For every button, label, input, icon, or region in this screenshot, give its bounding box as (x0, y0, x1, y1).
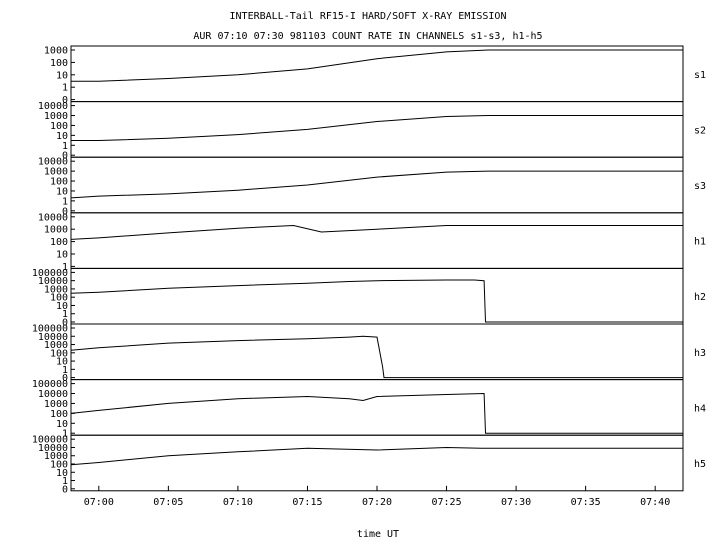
y-tick-label: 1000 (44, 111, 68, 122)
y-tick-label: 1 (62, 309, 68, 320)
channel-label-s2: s2 (694, 125, 706, 136)
y-tick-label: 10 (56, 468, 68, 479)
y-tick-label: 10000 (38, 443, 68, 454)
series-line-h3 (70, 335, 683, 379)
y-tick-label: 1000 (44, 225, 68, 236)
panel-frame-s3 (70, 156, 684, 214)
y-tick-label: 1000 (44, 167, 68, 178)
y-tick-label: 1 (62, 196, 68, 207)
y-tick-label: 100000 (32, 379, 68, 390)
y-tick-label: 10 (56, 70, 68, 81)
y-tick-label: 10 (56, 250, 68, 261)
y-tick-label: 1 (62, 83, 68, 94)
y-tick-label: 100 (50, 58, 68, 69)
series-line-h1 (70, 224, 683, 240)
x-tick-label: 07:35 (571, 497, 601, 508)
y-tick-label: 1 (62, 262, 68, 273)
y-tick-label: 0 (62, 318, 68, 329)
chart-subtitle: AUR 07:10 07:30 981103 COUNT RATE IN CHA… (193, 31, 542, 42)
channel-label-h1: h1 (694, 237, 706, 248)
y-tick-label: 1000 (44, 399, 68, 410)
y-tick-label: 100 (50, 177, 68, 188)
panel-frame-s2 (70, 101, 684, 158)
panel-frame-s1 (70, 45, 684, 103)
x-axis-label: time UT (357, 529, 399, 540)
series-line-h4 (70, 392, 683, 434)
x-tick-label: 07:05 (153, 497, 183, 508)
y-tick-label: 0 (62, 95, 68, 106)
y-tick-label: 0 (62, 206, 68, 217)
channel-label-h2: h2 (694, 292, 706, 303)
x-tick-label: 07:10 (223, 497, 253, 508)
y-tick-label: 10000 (38, 332, 68, 343)
series-line-s2 (71, 115, 683, 141)
channel-label-h4: h4 (694, 403, 706, 414)
y-tick-label: 10 (56, 131, 68, 142)
channel-label-h3: h3 (694, 348, 706, 359)
series-line-h2 (70, 279, 683, 323)
y-tick-label: 1000 (44, 451, 68, 462)
channel-label-s1: s1 (694, 70, 706, 81)
y-tick-label: 1000 (44, 46, 68, 57)
y-tick-label: 1000 (44, 340, 68, 351)
series-line-s1 (71, 49, 683, 82)
y-tick-label: 1 (62, 429, 68, 440)
panels: 10001001010s11000010001001010s2100001000… (32, 45, 706, 495)
panel-frame-h3 (70, 323, 684, 381)
panel-frame-h1 (70, 212, 684, 269)
x-axis: 07:00 07:05 07:10 07:15 07:20 07:25 07:30 07:35… (84, 485, 670, 508)
panel-frame-h2 (70, 267, 684, 325)
y-tick-label: 10000 (38, 101, 68, 112)
y-tick-label: 10000 (38, 276, 68, 287)
panel-frame-h5 (70, 434, 684, 492)
y-tick-label: 0 (62, 484, 68, 495)
y-tick-label: 0 (62, 373, 68, 384)
y-tick-label: 100 (50, 293, 68, 304)
x-tick-label: 07:20 (362, 497, 392, 508)
channel-label-h5: h5 (694, 459, 706, 470)
y-tick-label: 10 (56, 357, 68, 368)
y-tick-label: 10 (56, 301, 68, 312)
y-tick-label: 100 (50, 409, 68, 420)
y-tick-label: 10000 (38, 157, 68, 168)
y-tick-label: 100000 (32, 268, 68, 279)
y-tick-label: 100 (50, 237, 68, 248)
y-tick-label: 1 (62, 141, 68, 152)
series-line-h5 (70, 446, 683, 466)
x-tick-label: 07:15 (292, 497, 322, 508)
x-tick-label: 07:30 (501, 497, 531, 508)
y-tick-label: 10 (56, 186, 68, 197)
y-tick-label: 10000 (38, 389, 68, 400)
x-tick-label: 07:40 (640, 497, 670, 508)
x-tick-label: 07:25 (431, 497, 461, 508)
chart-title: INTERBALL-Tail RF15-I HARD/SOFT X-RAY EM… (230, 11, 507, 22)
y-tick-label: 10000 (38, 212, 68, 223)
y-tick-label: 10 (56, 419, 68, 430)
y-tick-label: 100000 (32, 435, 68, 446)
y-tick-label: 100000 (32, 324, 68, 335)
y-tick-label: 100 (50, 460, 68, 471)
y-tick-label: 100 (50, 121, 68, 132)
y-tick-label: 1 (62, 365, 68, 376)
channel-label-s3: s3 (694, 181, 706, 192)
y-tick-label: 0 (62, 151, 68, 162)
x-tick-label: 07:00 (84, 497, 114, 508)
series-line-s3 (70, 170, 683, 199)
y-tick-label: 1000 (44, 284, 68, 295)
panel-frame-h4 (70, 379, 684, 436)
y-tick-label: 100 (50, 348, 68, 359)
y-tick-label: 1 (62, 476, 68, 487)
